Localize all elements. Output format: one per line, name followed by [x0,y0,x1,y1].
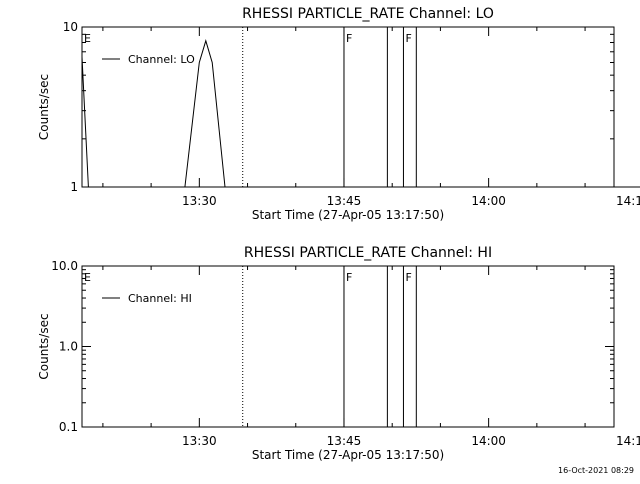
x-tick-label: 14:00 [471,194,506,208]
x-tick-label: 13:45 [327,194,362,208]
event-marker-label: E [84,32,91,45]
panel-2: RHESSI PARTICLE_RATE Channel: HI 0.1 1.0 10… [37,245,640,462]
series-line [81,39,640,188]
x-tick-label: 13:30 [182,194,217,208]
x-axis-label: Start Time (27-Apr-05 13:17:50) [252,448,444,462]
chart-title: RHESSI PARTICLE_RATE Channel: HI [244,245,492,261]
plot-frame [81,26,615,188]
legend-label: Channel: HI [128,292,192,305]
x-tick-label: 13:45 [327,434,362,448]
event-marker-label: F [405,32,411,45]
y-tick-label: 0.1 [59,420,78,434]
y-axis-label: Counts/sec [37,313,51,379]
event-marker-label: E [84,271,91,284]
x-tick-label: 14:15 [616,194,640,208]
event-marker-label: F [405,271,411,284]
y-tick-label: 1 [70,180,78,194]
y-tick-label: 10.0 [51,259,78,273]
x-tick-label: 14:15 [616,434,640,448]
legend-label: Channel: LO [128,53,195,66]
x-tick-label: 14:00 [471,434,506,448]
event-marker-label: F [346,32,352,45]
x-tick-label: 13:30 [182,434,217,448]
plot-frame [81,265,615,428]
panel-1: RHESSI PARTICLE_RATE Channel: LO 1 10 Count… [37,6,640,222]
event-marker-label: F [346,271,352,284]
x-axis-label: Start Time (27-Apr-05 13:17:50) [252,208,444,222]
y-tick-label: 1.0 [59,340,78,354]
chart-title: RHESSI PARTICLE_RATE Channel: LO [242,6,494,22]
y-axis-label: Counts/sec [37,74,51,140]
timestamp-label: 16-Oct-2021 08:29 [558,466,634,475]
y-tick-label: 10 [63,20,78,34]
